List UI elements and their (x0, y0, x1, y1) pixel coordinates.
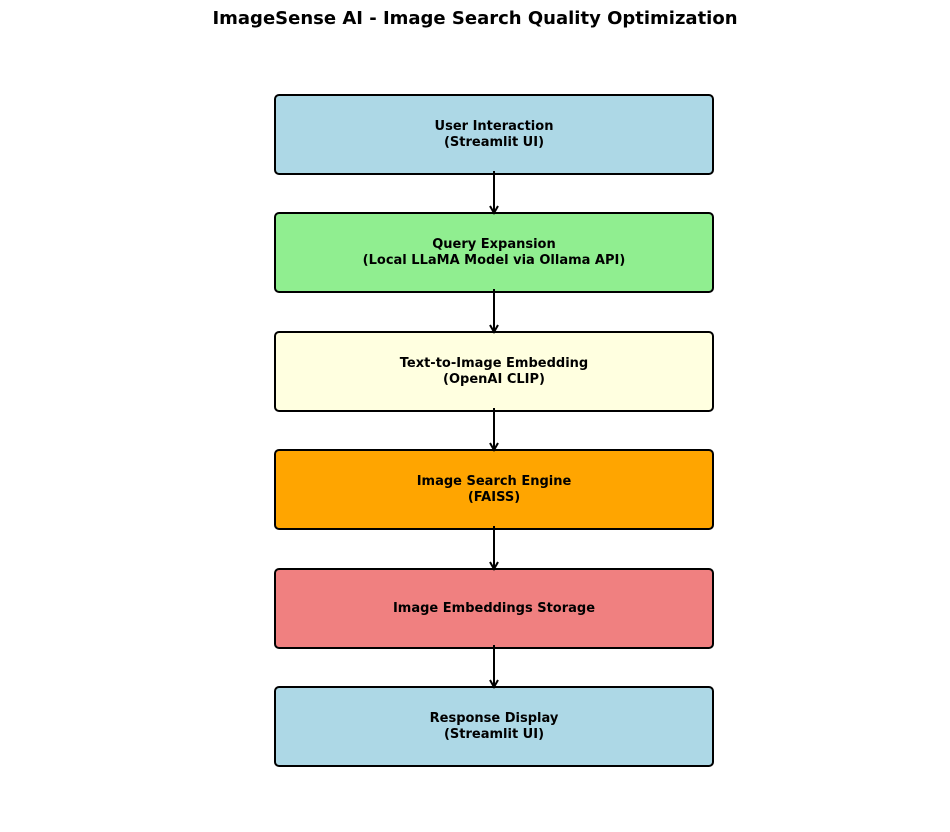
arrow-1-to-2 (489, 289, 499, 335)
node-sublabel: (Local LLaMA Model via Ollama API) (362, 252, 626, 268)
node-sublabel: (OpenAI CLIP) (443, 371, 545, 387)
node-label: Image Search Engine (416, 473, 572, 489)
node-sublabel: (Streamlit UI) (443, 134, 545, 150)
node-label: Text-to-Image Embedding (399, 355, 589, 371)
arrow-2-to-3 (489, 408, 499, 453)
node-sublabel: (Streamlit UI) (443, 726, 545, 742)
node-user-interaction: User Interaction (Streamlit UI) (274, 94, 714, 175)
node-query-expansion: Query Expansion (Local LLaMA Model via O… (274, 212, 714, 293)
arrow-3-to-4 (489, 526, 499, 572)
diagram-title: ImageSense AI - Image Search Quality Opt… (212, 8, 738, 29)
node-label: User Interaction (434, 118, 554, 134)
node-sublabel: (FAISS) (467, 489, 521, 505)
node-image-embeddings-storage: Image Embeddings Storage (274, 568, 714, 649)
node-label: Response Display (429, 710, 559, 726)
node-text-to-image-embedding: Text-to-Image Embedding (OpenAI CLIP) (274, 331, 714, 412)
node-image-search-engine: Image Search Engine (FAISS) (274, 449, 714, 530)
arrow-4-to-5 (489, 645, 499, 690)
node-label: Query Expansion (432, 236, 556, 252)
node-label: Image Embeddings Storage (392, 600, 596, 616)
node-response-display: Response Display (Streamlit UI) (274, 686, 714, 767)
arrow-0-to-1 (489, 171, 499, 216)
